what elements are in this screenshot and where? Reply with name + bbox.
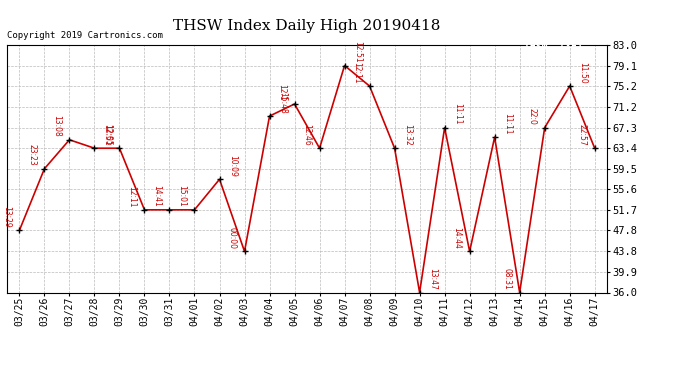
Text: 13:08: 13:08	[52, 115, 61, 137]
Text: 14:44: 14:44	[453, 227, 462, 249]
Text: 22:57: 22:57	[578, 124, 586, 146]
Text: 12:1: 12:1	[277, 84, 286, 101]
Text: 13:32: 13:32	[403, 124, 412, 146]
Text: 08:31: 08:31	[502, 268, 511, 290]
Text: 14:41: 14:41	[152, 185, 161, 207]
Title: THSW Index Daily High 20190418: THSW Index Daily High 20190418	[173, 18, 441, 33]
Text: 00:00: 00:00	[227, 226, 236, 249]
Text: 11:11: 11:11	[503, 113, 512, 134]
Text: 12:51: 12:51	[353, 41, 362, 63]
Text: 22:0: 22:0	[527, 108, 536, 125]
Text: 12:11: 12:11	[127, 186, 136, 207]
Text: 11:50: 11:50	[578, 62, 587, 83]
Text: Copyright 2019 Cartronics.com: Copyright 2019 Cartronics.com	[7, 31, 163, 40]
Text: 15:48: 15:48	[278, 92, 287, 113]
Text: 12:05: 12:05	[103, 124, 112, 146]
Text: 12:11: 12:11	[353, 62, 362, 83]
Text: 15:01: 15:01	[177, 185, 186, 207]
Text: 11:11: 11:11	[453, 104, 462, 125]
Text: 12:51: 12:51	[102, 124, 111, 146]
Text: 13:29: 13:29	[2, 206, 11, 228]
Text: 23:23: 23:23	[27, 144, 36, 166]
Text: 10:09: 10:09	[228, 154, 237, 177]
Text: 13:47: 13:47	[428, 268, 437, 290]
Text: 12:46: 12:46	[302, 124, 311, 146]
